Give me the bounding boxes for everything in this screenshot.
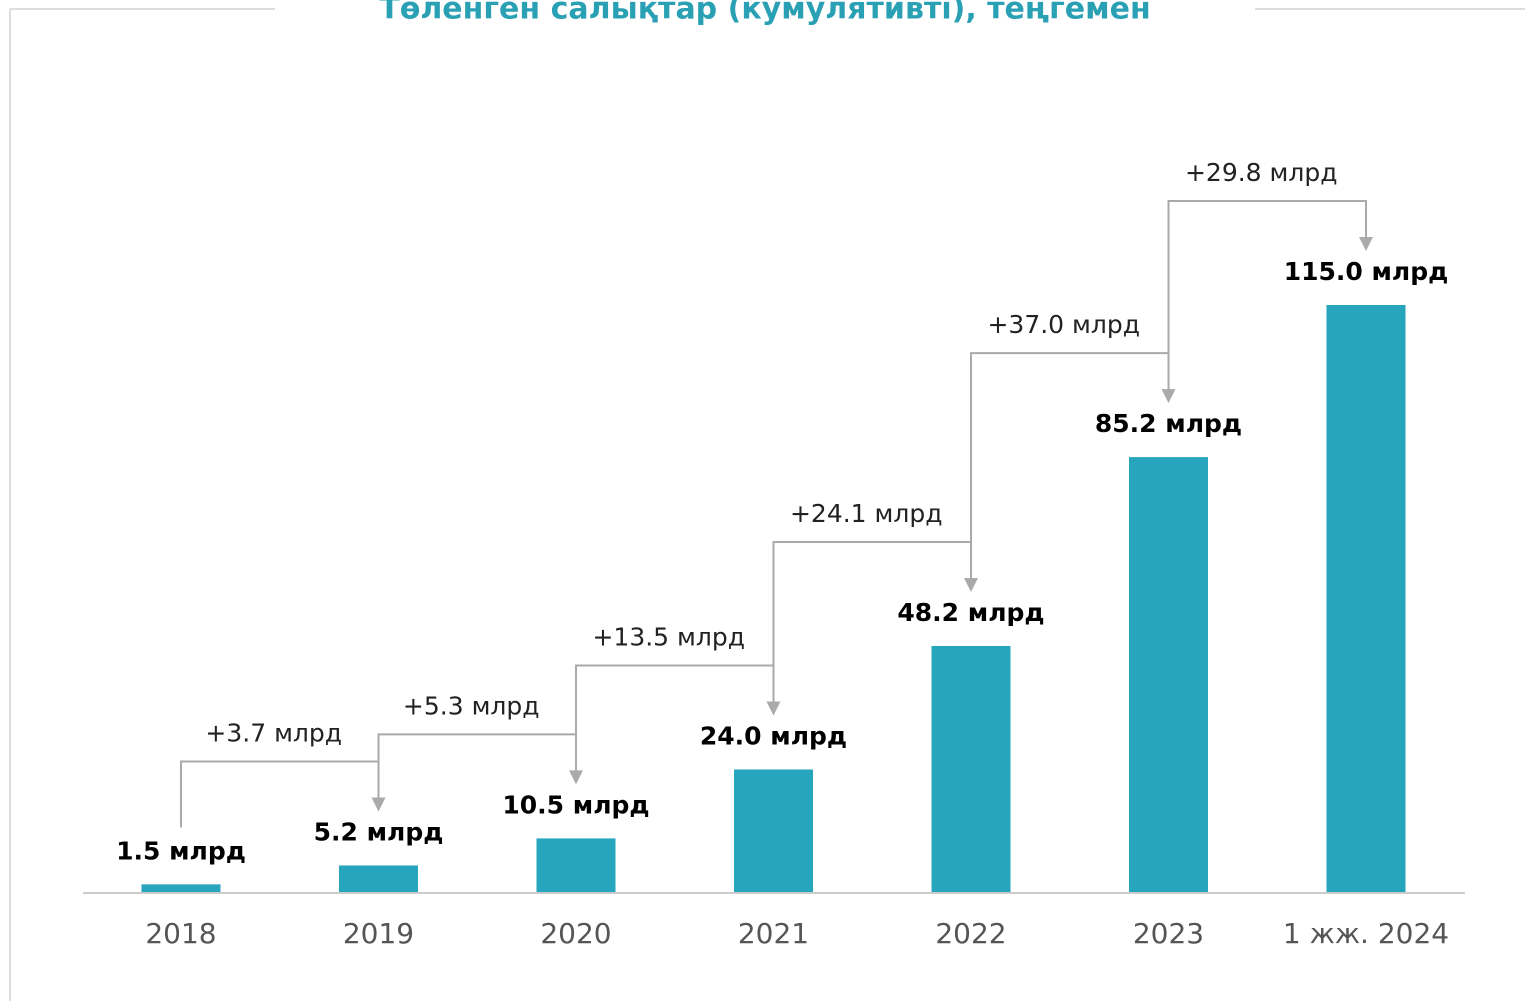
x-tick-label: 2019 bbox=[343, 917, 414, 950]
arrowhead bbox=[1161, 389, 1176, 404]
x-tick-label: 2023 bbox=[1133, 917, 1204, 950]
arrowhead bbox=[569, 770, 583, 785]
arrowhead bbox=[964, 577, 978, 592]
bar bbox=[141, 884, 221, 892]
value-label: 1.5 млрд bbox=[116, 836, 246, 865]
annotation: +3.7 млрд bbox=[205, 718, 342, 747]
bar bbox=[1326, 305, 1406, 892]
value-label: 115.0 млрд bbox=[1284, 257, 1449, 286]
connector bbox=[1167, 200, 1367, 354]
value-label: 5.2 млрд bbox=[314, 817, 444, 846]
bar bbox=[339, 865, 418, 892]
bar bbox=[931, 645, 1011, 892]
annotation: +29.8 млрд bbox=[1185, 158, 1338, 187]
chart-title: Төленген салықтар (кумулятивті), теңгеме… bbox=[379, 0, 1151, 27]
value-label: 85.2 млрд bbox=[1095, 409, 1242, 438]
x-tick-label: 2018 bbox=[145, 917, 216, 950]
x-tick-label: 2021 bbox=[738, 917, 809, 950]
connector bbox=[180, 760, 380, 828]
connector bbox=[772, 540, 972, 666]
x-tick-label: 2022 bbox=[935, 917, 1006, 950]
connector bbox=[377, 733, 577, 773]
arrowhead bbox=[766, 701, 781, 716]
bar bbox=[734, 769, 813, 892]
value-label: 48.2 млрд bbox=[897, 598, 1044, 627]
bar bbox=[1129, 457, 1208, 892]
annotation: +13.5 млрд bbox=[592, 622, 745, 651]
value-label: 24.0 млрд bbox=[700, 721, 847, 750]
annotation: +37.0 млрд bbox=[987, 310, 1140, 339]
arrowhead bbox=[1359, 237, 1373, 251]
x-tick-label: 2020 bbox=[540, 917, 611, 950]
arrowhead bbox=[371, 797, 386, 812]
value-label: 10.5 млрд bbox=[502, 790, 649, 819]
connector bbox=[970, 352, 1170, 542]
bar bbox=[536, 838, 616, 892]
x-tick-label: 1 жж. 2024 bbox=[1283, 917, 1449, 950]
annotation: +24.1 млрд bbox=[790, 499, 943, 528]
annotation: +5.3 млрд bbox=[403, 691, 540, 720]
connector bbox=[575, 664, 775, 735]
